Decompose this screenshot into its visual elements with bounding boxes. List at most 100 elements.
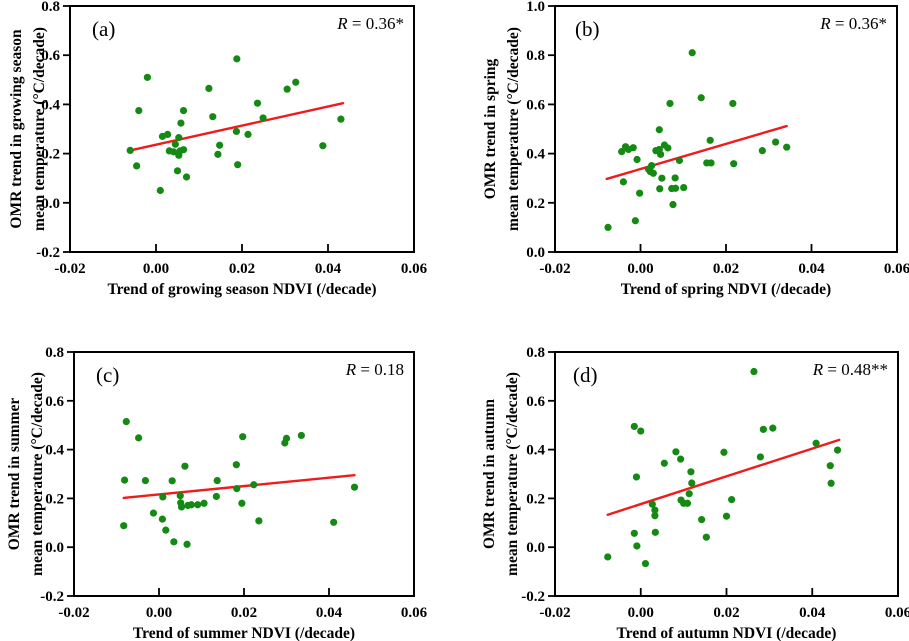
y-tick-label: 0.0 xyxy=(526,540,545,556)
scatter-point xyxy=(233,55,241,63)
scatter-point xyxy=(168,477,176,485)
scatter-point xyxy=(216,141,224,149)
y-tick-label: 1.0 xyxy=(526,0,545,15)
scatter-point xyxy=(233,485,241,493)
x-tick-label: 0.02 xyxy=(231,605,257,621)
scatter-point xyxy=(618,148,626,156)
scatter-point xyxy=(158,515,166,523)
scatter-point xyxy=(170,148,178,156)
scatter-point xyxy=(170,538,178,546)
scatter-point xyxy=(706,136,714,144)
scatter-point xyxy=(337,115,345,123)
scatter-point xyxy=(319,142,327,150)
scatter-point xyxy=(827,479,835,487)
scatter-point xyxy=(162,526,170,534)
y-tick-label: 0.8 xyxy=(45,345,64,361)
scatter-point xyxy=(214,150,222,158)
scatter-point xyxy=(239,433,247,441)
scatter-point xyxy=(675,156,684,165)
scatter-plot-c: -0.02 0.00 0.02 0.04 0.06 -0.2 0.0 0.2 0.4 0.6 0.8… xyxy=(6,345,428,641)
scatter-point xyxy=(135,434,143,442)
x-tick-label: -0.02 xyxy=(58,605,89,621)
scatter-point xyxy=(141,476,149,485)
x-tick-label: 0.04 xyxy=(798,261,825,277)
regression-line xyxy=(128,101,345,152)
scatter-point xyxy=(756,453,764,461)
scatter-point xyxy=(183,540,191,548)
scatter-point xyxy=(671,174,679,182)
x-tick-label: 0.06 xyxy=(401,605,428,621)
scatter-point xyxy=(826,462,834,470)
scatter-point xyxy=(604,223,612,231)
scatter-point xyxy=(664,144,672,152)
y-tick-label: 0.2 xyxy=(45,491,64,507)
y-axis-label-line1: OMR trend in spring xyxy=(482,58,499,199)
plot-frame xyxy=(554,5,898,253)
scatter-point xyxy=(641,559,650,568)
r-value-annotation: R = 0.48** xyxy=(812,360,888,379)
scatter-point xyxy=(833,446,842,454)
scatter-point xyxy=(630,529,638,537)
scatter-point xyxy=(769,424,777,432)
x-tick-label: 0.00 xyxy=(146,605,172,621)
scatter-point xyxy=(683,499,692,507)
scatter-point xyxy=(656,150,665,158)
panel-letter: (c) xyxy=(96,363,119,387)
scatter-point xyxy=(671,184,680,192)
regression-line xyxy=(605,124,788,181)
x-axis-label: Trend of summer NDVI (/decade) xyxy=(133,625,355,641)
scatter-point xyxy=(651,506,659,514)
x-tick-label: -0.02 xyxy=(539,605,570,621)
plot-frame xyxy=(69,5,415,253)
y-axis-label-line2: mean temperature (°C/decade) xyxy=(29,372,46,576)
scatter-point xyxy=(181,462,189,470)
scatter-point xyxy=(633,542,641,550)
scatter-point xyxy=(697,94,705,102)
scatter-point xyxy=(720,448,728,456)
y-tick-label: 0.2 xyxy=(526,491,545,507)
scatter-plot-b: -0.02 0.00 0.02 0.04 0.06 0.0 0.2 0.4 0.6 0.8 1.0 (… xyxy=(482,0,909,298)
scatter-point xyxy=(297,431,305,440)
scatter-point xyxy=(688,49,696,57)
scatter-point xyxy=(135,106,143,115)
scatter-plot-d: -0.02 0.00 0.02 0.04 0.06 -0.2 0.0 0.2 0.4 0.6 0.8… xyxy=(481,345,909,641)
y-axis-label-line2: mean temperature (°C/decade) xyxy=(504,372,521,576)
scatter-point xyxy=(677,455,685,463)
scatter-point xyxy=(283,85,291,93)
scatter-point xyxy=(232,127,241,136)
scatter-point xyxy=(232,461,240,469)
x-tick-label: 0.06 xyxy=(885,605,909,621)
y-axis-label-line1: OMR trend in autumn xyxy=(481,399,498,549)
scatter-point xyxy=(656,185,664,193)
scatter-point xyxy=(292,78,300,86)
scatter-point xyxy=(660,459,668,467)
scatter-point xyxy=(750,367,758,376)
scatter-point xyxy=(177,119,185,127)
scatter-point xyxy=(669,200,677,209)
panel-c-summer: -0.02 0.00 0.02 0.04 0.06 -0.2 0.0 0.2 0.4 0.6 0.8… xyxy=(0,320,455,641)
y-axis-label-line2: mean temperature (°C/decade) xyxy=(505,27,522,231)
y-tick-label: 0.0 xyxy=(526,245,545,261)
x-tick-label: 0.00 xyxy=(627,261,653,277)
x-tick-label: 0.06 xyxy=(401,261,428,277)
plot-frame xyxy=(554,351,899,597)
y-tick-label: 0.0 xyxy=(41,196,60,212)
scatter-point xyxy=(729,99,737,108)
scatter-plot-a: -0.02 0.00 0.02 0.04 0.06 -0.2 0.0 0.2 0.4 0.6 0.8… xyxy=(8,0,428,298)
scatter-point xyxy=(722,512,731,520)
y-tick-label: 0.6 xyxy=(45,394,64,410)
scatter-point xyxy=(238,499,246,507)
x-tick-label: 0.02 xyxy=(713,605,739,621)
scatter-point xyxy=(205,84,213,93)
y-tick-label: -0.2 xyxy=(36,245,60,261)
scatter-point xyxy=(648,500,656,508)
scatter-point xyxy=(632,473,641,481)
y-tick-label: 0.2 xyxy=(41,147,60,163)
scatter-point xyxy=(707,159,715,167)
y-tick-label: 0.4 xyxy=(45,443,64,459)
panel-letter: (d) xyxy=(573,363,598,387)
scatter-point xyxy=(648,162,656,170)
scatter-point xyxy=(212,492,220,501)
x-axis-label: Trend of autumn NDVI (/decade) xyxy=(617,625,837,641)
scatter-point xyxy=(120,522,128,530)
